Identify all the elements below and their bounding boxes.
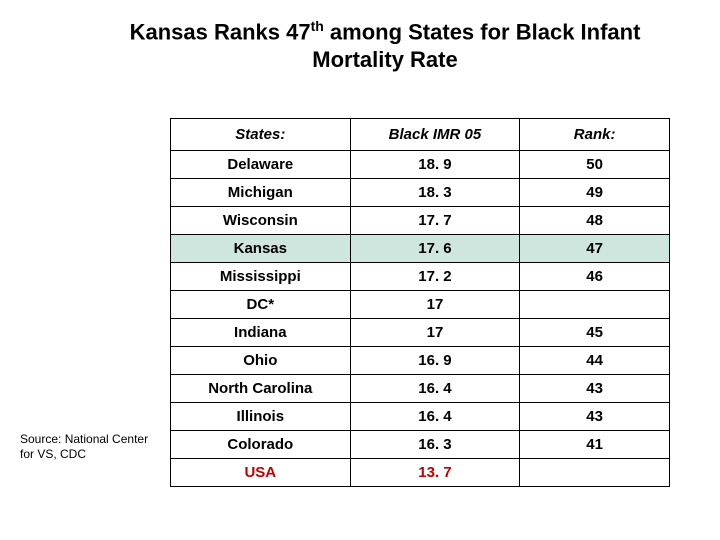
data-table: States: Black IMR 05 Rank: Delaware18. 9… [170,118,670,487]
table-cell: 41 [520,431,670,459]
table-cell: 16. 4 [350,375,520,403]
source-note: Source: National Center for VS, CDC [20,432,150,462]
table-row: Michigan18. 349 [171,179,670,207]
table-cell [520,459,670,487]
table-cell: 43 [520,403,670,431]
page-title: Kansas Ranks 47th among States for Black… [0,0,720,73]
table-cell: Wisconsin [171,207,351,235]
table-cell: 17 [350,319,520,347]
table-cell: North Carolina [171,375,351,403]
title-super: th [311,18,324,34]
table-cell: USA [171,459,351,487]
title-prefix: Kansas Ranks 47 [130,19,311,44]
table-cell: 47 [520,235,670,263]
table-cell: Indiana [171,319,351,347]
data-table-container: States: Black IMR 05 Rank: Delaware18. 9… [170,118,670,487]
table-cell: 17. 6 [350,235,520,263]
table-row: Delaware18. 950 [171,151,670,179]
table-header-row: States: Black IMR 05 Rank: [171,119,670,151]
table-row: Mississippi17. 246 [171,263,670,291]
table-cell [520,291,670,319]
col-header-imr: Black IMR 05 [350,119,520,151]
table-cell: 43 [520,375,670,403]
table-cell: 18. 9 [350,151,520,179]
table-cell: Colorado [171,431,351,459]
table-cell: Delaware [171,151,351,179]
table-cell: 49 [520,179,670,207]
col-header-rank: Rank: [520,119,670,151]
table-cell: DC* [171,291,351,319]
table-cell: 17. 2 [350,263,520,291]
table-cell: 44 [520,347,670,375]
table-cell: 13. 7 [350,459,520,487]
table-row: North Carolina16. 443 [171,375,670,403]
table-cell: 46 [520,263,670,291]
table-cell: Kansas [171,235,351,263]
table-row: Ohio16. 944 [171,347,670,375]
table-cell: Mississippi [171,263,351,291]
title-suffix: among States for Black Infant Mortality … [312,19,640,72]
table-cell: Michigan [171,179,351,207]
table-row: Colorado16. 341 [171,431,670,459]
table-cell: 17 [350,291,520,319]
table-row: Indiana1745 [171,319,670,347]
table-cell: 16. 4 [350,403,520,431]
table-cell: 45 [520,319,670,347]
col-header-states: States: [171,119,351,151]
table-row: Wisconsin17. 748 [171,207,670,235]
table-row: Kansas17. 647 [171,235,670,263]
table-row: DC*17 [171,291,670,319]
table-row: Illinois16. 443 [171,403,670,431]
table-cell: Illinois [171,403,351,431]
table-cell: Ohio [171,347,351,375]
table-cell: 18. 3 [350,179,520,207]
table-cell: 17. 7 [350,207,520,235]
table-cell: 48 [520,207,670,235]
table-cell: 16. 3 [350,431,520,459]
table-row: USA13. 7 [171,459,670,487]
table-cell: 16. 9 [350,347,520,375]
table-cell: 50 [520,151,670,179]
